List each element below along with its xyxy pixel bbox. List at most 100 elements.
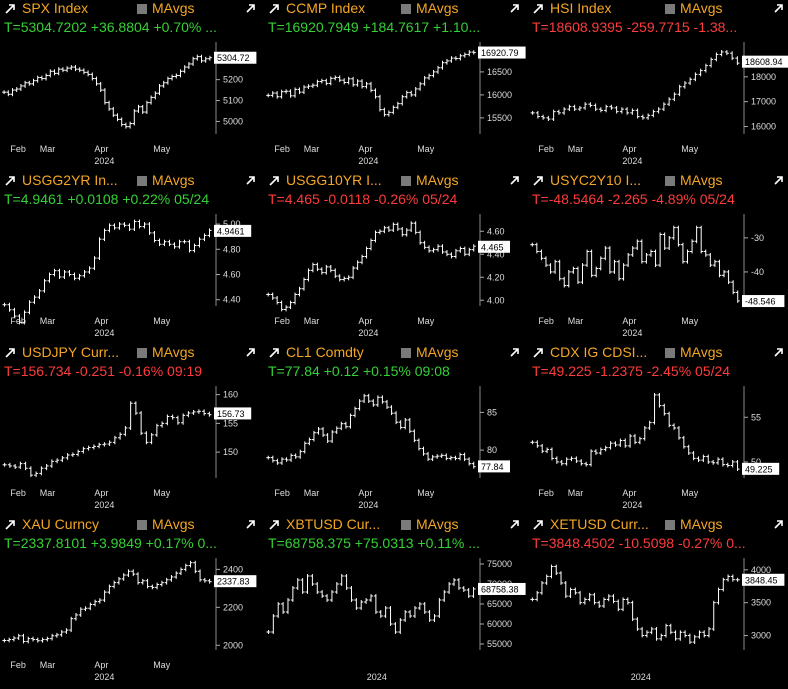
ticker-label[interactable]: USGG2YR In... (22, 172, 118, 188)
mavgs-toggle-label[interactable]: MAvgs (680, 344, 723, 360)
diagonal-arrow-icon[interactable] (268, 174, 281, 187)
diagonal-arrow-icon[interactable] (532, 346, 545, 359)
price-chart[interactable]: 5000 5100 5200 5304.72 Feb Mar Apr May 2024 (0, 38, 262, 171)
price-bar (462, 52, 467, 58)
checkbox-icon[interactable] (137, 520, 147, 530)
price-bar (275, 91, 280, 99)
diagonal-arrow-icon[interactable] (4, 2, 17, 15)
chart-panel-3[interactable]: HSI Index MAvgs T=18608.9395 -259.7715 -… (528, 0, 788, 171)
checkbox-icon[interactable] (401, 348, 411, 358)
ticker-label[interactable]: XAU Curncy (22, 516, 100, 532)
checkbox-icon[interactable] (137, 348, 147, 358)
ticker-label[interactable]: USYC2Y10 I... (550, 172, 642, 188)
price-bar (2, 462, 7, 467)
diagonal-arrow-icon[interactable] (4, 346, 17, 359)
checkbox-icon[interactable] (665, 4, 675, 14)
checkbox-icon[interactable] (401, 176, 411, 186)
checkbox-icon[interactable] (137, 176, 147, 186)
ticker-label[interactable]: CCMP Index (286, 0, 366, 16)
price-chart[interactable]: 80 85 77.84 Feb Mar Apr May 2024 (264, 382, 526, 515)
checkbox-icon[interactable] (137, 4, 147, 14)
chart-panel-5[interactable]: USGG10YR I... MAvgs T=4.465 -0.0118 -0.2… (264, 172, 526, 343)
x-year-label: 2024 (94, 328, 114, 338)
price-bar (17, 314, 22, 325)
price-bar (131, 569, 136, 577)
chart-panel-2[interactable]: CCMP Index MAvgs T=16920.7949 +184.7617 … (264, 0, 526, 171)
price-chart[interactable]: -30 -40 -48.546 Feb Mar Apr May 2024 (528, 210, 788, 343)
expand-arrow-icon[interactable] (508, 518, 521, 531)
checkbox-icon[interactable] (401, 4, 411, 14)
ticker-label[interactable]: USGG10YR I... (286, 172, 382, 188)
mavgs-toggle-label[interactable]: MAvgs (416, 516, 459, 532)
price-bar (575, 266, 580, 285)
checkbox-icon[interactable] (665, 520, 675, 530)
diagonal-arrow-icon[interactable] (4, 174, 17, 187)
ticker-label[interactable]: XBTUSD Cur... (286, 516, 381, 532)
diagonal-arrow-icon[interactable] (532, 2, 545, 15)
chart-panel-1[interactable]: SPX Index MAvgs T=5304.7202 +36.8804 +0.… (0, 0, 262, 171)
expand-arrow-icon[interactable] (772, 2, 785, 15)
x-tick-label: Feb (10, 660, 26, 670)
expand-arrow-icon[interactable] (508, 346, 521, 359)
chart-panel-12[interactable]: XETUSD Curr... MAvgs T=3848.4502 -10.509… (528, 516, 788, 687)
ticker-label[interactable]: USDJPY Curr... (22, 344, 119, 360)
price-bar (178, 567, 183, 576)
mavgs-toggle-label[interactable]: MAvgs (152, 516, 195, 532)
mavgs-toggle-label[interactable]: MAvgs (152, 172, 195, 188)
price-chart[interactable]: 4.00 4.20 4.40 4.60 4.465 Feb Mar Apr May 2024 (264, 210, 526, 343)
last-price-label: 156.73 (217, 409, 245, 419)
expand-arrow-icon[interactable] (508, 2, 521, 15)
expand-arrow-icon[interactable] (772, 518, 785, 531)
expand-arrow-icon[interactable] (244, 346, 257, 359)
expand-arrow-icon[interactable] (508, 174, 521, 187)
diagonal-arrow-icon[interactable] (268, 346, 281, 359)
expand-arrow-icon[interactable] (772, 174, 785, 187)
chart-panel-8[interactable]: CL1 Comdty MAvgs T=77.84 +0.12 +0.15% 09… (264, 344, 526, 515)
chart-panel-4[interactable]: USGG2YR In... MAvgs T=4.9461 +0.0108 +0.… (0, 172, 262, 343)
chart-panel-11[interactable]: XBTUSD Cur... MAvgs T=68758.375 +75.0313… (264, 516, 526, 687)
mavgs-toggle-label[interactable]: MAvgs (416, 172, 459, 188)
mavgs-toggle-label[interactable]: MAvgs (680, 516, 723, 532)
expand-arrow-icon[interactable] (244, 174, 257, 187)
checkbox-icon[interactable] (401, 520, 411, 530)
mavgs-toggle-label[interactable]: MAvgs (152, 344, 195, 360)
diagonal-arrow-icon[interactable] (532, 518, 545, 531)
ticker-label[interactable]: SPX Index (22, 0, 89, 16)
checkbox-icon[interactable] (665, 176, 675, 186)
chart-panel-7[interactable]: USDJPY Curr... MAvgs T=156.734 -0.251 -0… (0, 344, 262, 515)
diagonal-arrow-icon[interactable] (532, 174, 545, 187)
price-bar (391, 222, 396, 233)
expand-arrow-icon[interactable] (244, 2, 257, 15)
chart-panel-6[interactable]: USYC2Y10 I... MAvgs T=-48.5464 -2.265 -4… (528, 172, 788, 343)
mavgs-toggle-label[interactable]: MAvgs (680, 172, 723, 188)
price-chart[interactable]: 15500 16000 16500 16920.79 Feb Mar Apr May 2024 (264, 38, 526, 171)
diagonal-arrow-icon[interactable] (268, 518, 281, 531)
ticker-label[interactable]: HSI Index (550, 0, 612, 16)
checkbox-icon[interactable] (665, 348, 675, 358)
price-chart[interactable]: 50 55 49.225 Feb Mar Apr May 2024 (528, 382, 788, 515)
expand-arrow-icon[interactable] (244, 518, 257, 531)
price-chart[interactable]: 16000 17000 18000 18608.94 Feb Mar Apr May 2024 (528, 38, 788, 171)
price-chart[interactable]: 150 155 160 156.73 Feb Mar Apr May 2024 (0, 382, 262, 515)
diagonal-arrow-icon[interactable] (268, 2, 281, 15)
price-bar (275, 458, 280, 465)
chart-panel-10[interactable]: XAU Curncy MAvgs T=2337.8101 +3.9849 +0.… (0, 516, 262, 687)
panel-header: USGG2YR In... MAvgs (0, 172, 262, 190)
chart-panel-9[interactable]: CDX IG CDSI... MAvgs T=49.225 -1.2375 -2… (528, 344, 788, 515)
ticker-label[interactable]: CDX IG CDSI... (550, 344, 648, 360)
price-chart[interactable]: 2000 2200 2400 2337.83 Feb Mar Apr May 2024 (0, 554, 262, 687)
mavgs-toggle-label[interactable]: MAvgs (680, 0, 723, 16)
mavgs-toggle-label[interactable]: MAvgs (416, 0, 459, 16)
mavgs-toggle-label[interactable]: MAvgs (416, 344, 459, 360)
expand-arrow-icon[interactable] (772, 346, 785, 359)
price-bar (344, 574, 349, 590)
ticker-label[interactable]: XETUSD Curr... (550, 516, 649, 532)
price-bar (52, 69, 57, 76)
ticker-label[interactable]: CL1 Comdty (286, 344, 364, 360)
mavgs-toggle-label[interactable]: MAvgs (152, 0, 195, 16)
y-tick-label: 5.00 (223, 219, 241, 229)
price-chart[interactable]: 4.40 4.60 4.80 5.004.9461 Feb Mar Apr May 2024 (0, 210, 262, 343)
diagonal-arrow-icon[interactable] (4, 518, 17, 531)
